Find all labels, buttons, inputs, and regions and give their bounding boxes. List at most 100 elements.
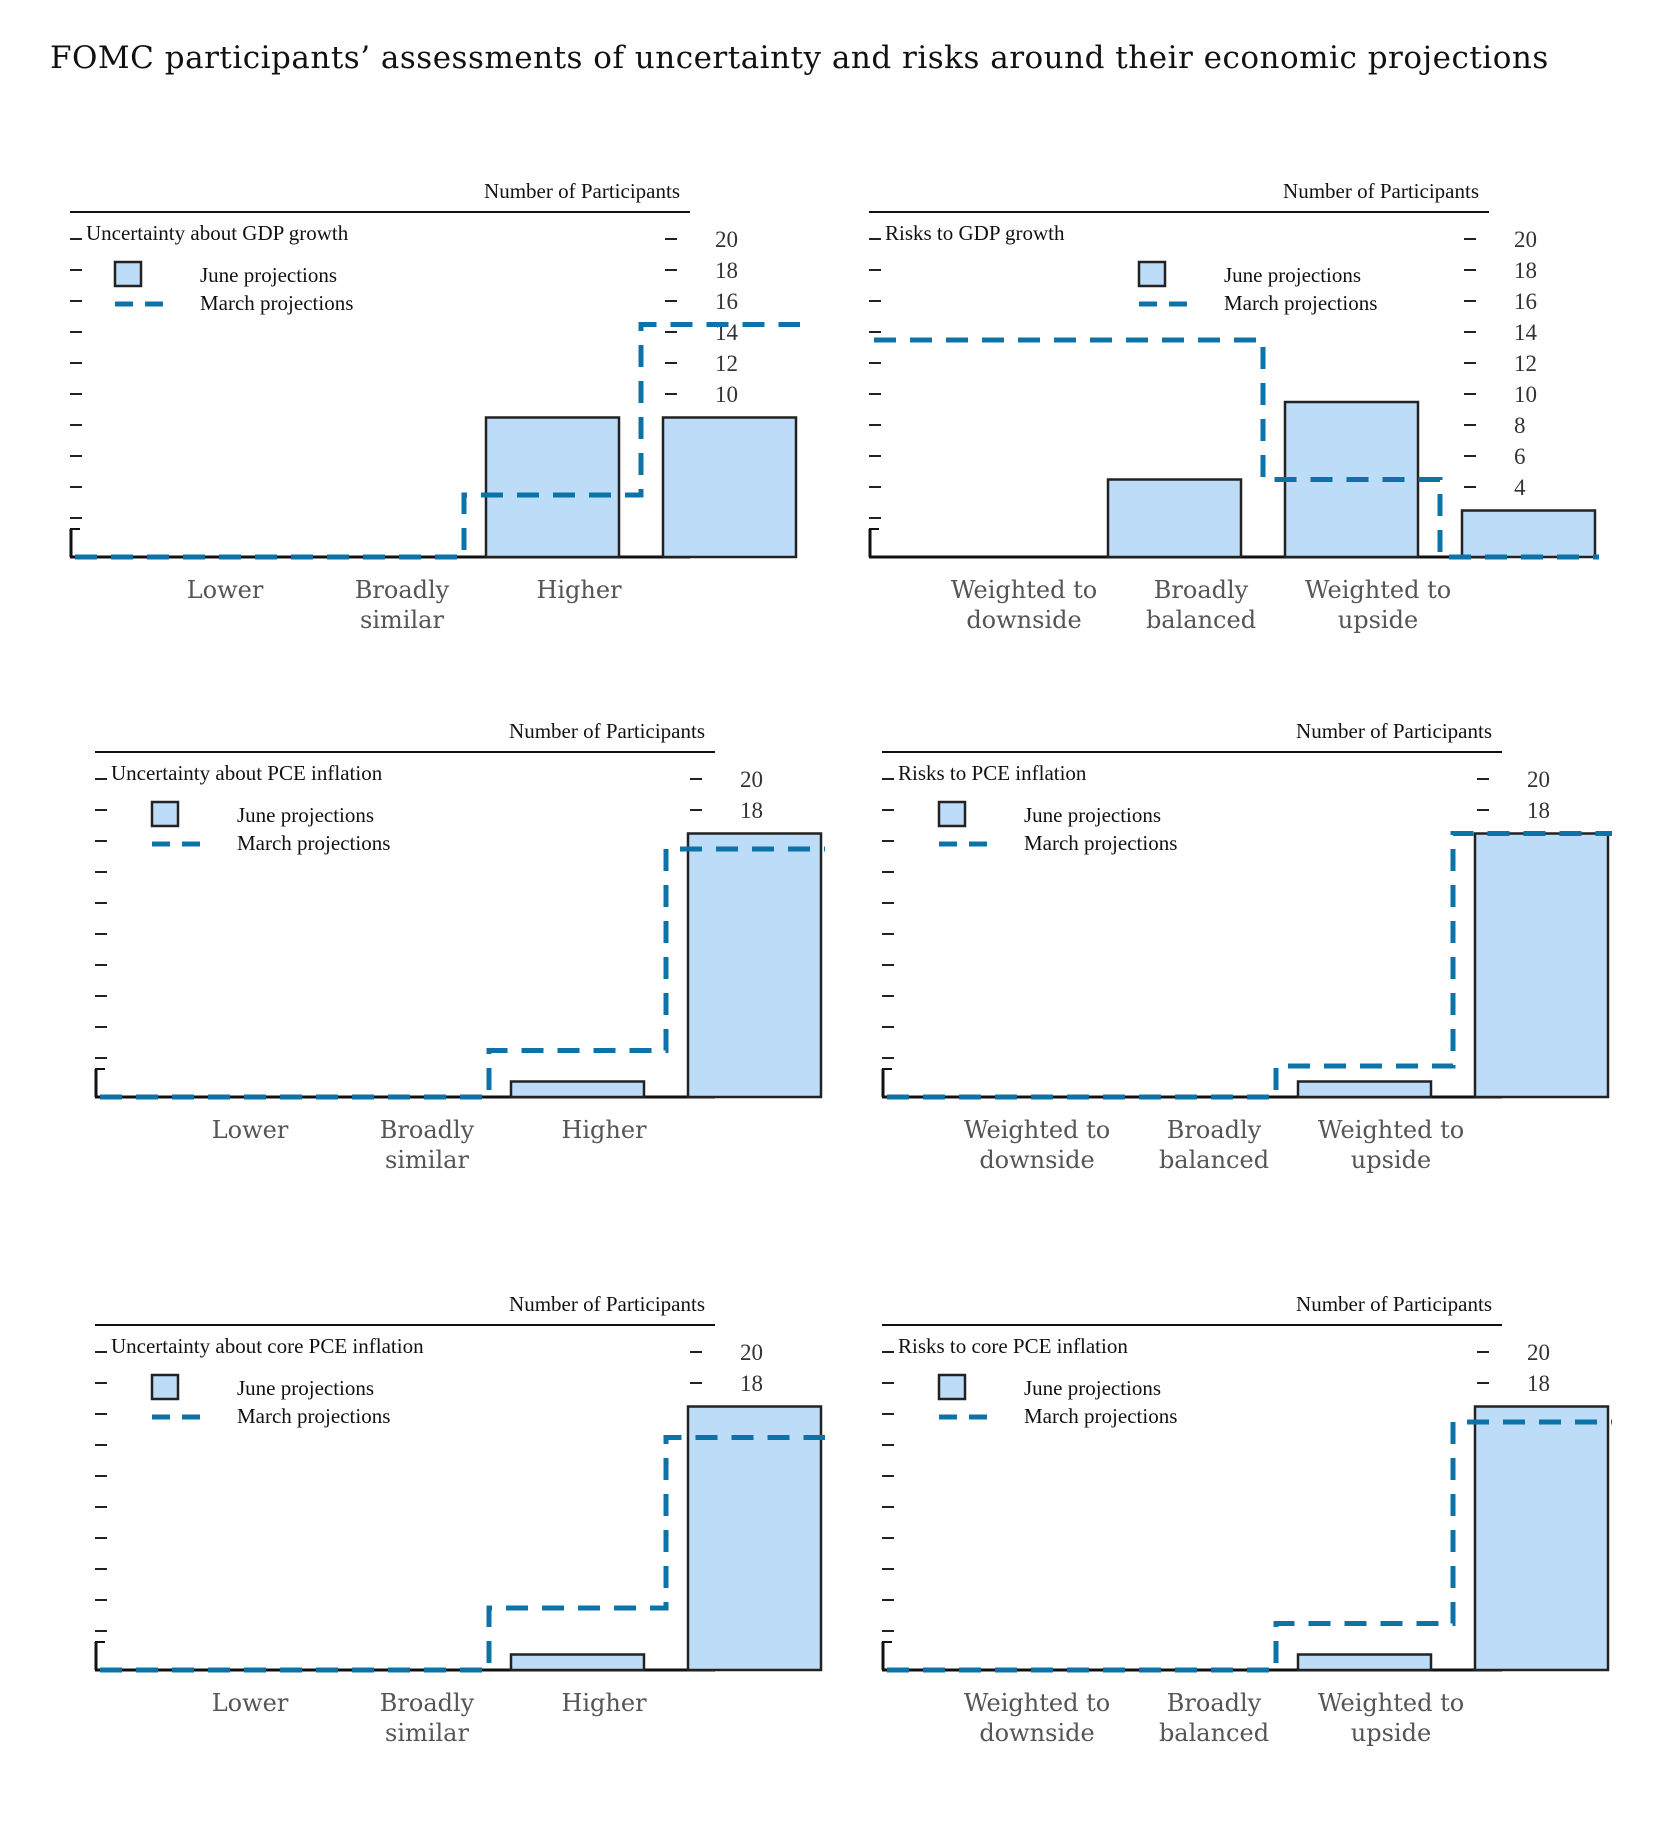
y-tick-label: 4	[1514, 475, 1526, 500]
panel-pce-risks: Number of Participants Risks to PCE infla…	[852, 700, 1678, 1260]
june-bar	[509, 1080, 646, 1099]
legend-label-march: March projections	[237, 831, 390, 855]
legend-swatch-june	[937, 800, 967, 828]
y-axis-unit-label: Number of Participants	[1296, 719, 1492, 743]
panel-core-pce-uncertainty: Number of Participants Uncertainty about …	[65, 1273, 904, 1833]
legend-label-june: June projections	[237, 1376, 374, 1400]
category-label: Broadly	[380, 1116, 475, 1144]
category-label: Weighted to	[1318, 1116, 1464, 1144]
june-bar	[686, 1405, 823, 1672]
category-label: similar	[360, 606, 444, 634]
y-axis-unit-label: Number of Participants	[1296, 1292, 1492, 1316]
legend-swatch-june	[150, 1373, 180, 1401]
june-bar	[484, 416, 621, 559]
june-bar	[1473, 832, 1610, 1099]
panel-pce-uncertainty: Number of Participants Uncertainty about …	[65, 700, 904, 1260]
category-label: Lower	[187, 576, 264, 604]
y-tick-label: 12	[715, 351, 738, 376]
category-label: Lower	[212, 1689, 289, 1717]
y-tick-label: 18	[1527, 798, 1550, 823]
panel-title: Risks to GDP growth	[885, 221, 1065, 245]
y-tick-label: 20	[740, 1340, 763, 1365]
legend-swatch-june	[937, 1373, 967, 1401]
chart-svg: Number of Participants Uncertainty about …	[94, 719, 825, 1174]
category-label: upside	[1338, 606, 1418, 634]
legend-label-march: March projections	[237, 1404, 390, 1428]
category-label: upside	[1351, 1146, 1431, 1174]
panel-gdp-risks: Number of Participants Risks to GDP growt…	[839, 160, 1678, 720]
panel-title: Uncertainty about core PCE inflation	[111, 1334, 424, 1358]
y-tick-label: 18	[1514, 258, 1537, 283]
june-bar	[1296, 1653, 1433, 1672]
june-bar	[1296, 1080, 1433, 1099]
y-tick-label: 18	[1527, 1371, 1550, 1396]
june-bar	[1473, 1405, 1610, 1672]
y-axis-unit-label: Number of Participants	[509, 719, 705, 743]
category-label: Higher	[536, 576, 622, 604]
category-label: Lower	[212, 1116, 289, 1144]
category-label: Broadly	[1167, 1689, 1262, 1717]
y-tick-label: 14	[1514, 320, 1538, 345]
legend-label-march: March projections	[1024, 1404, 1177, 1428]
chart-svg: Number of Participants Risks to PCE infla…	[881, 719, 1612, 1174]
category-label: balanced	[1159, 1146, 1269, 1174]
legend-label-june: June projections	[200, 263, 337, 287]
legend-label-june: June projections	[1024, 803, 1161, 827]
category-label: Higher	[561, 1116, 647, 1144]
legend-label-march: March projections	[1024, 831, 1177, 855]
category-label: Broadly	[1167, 1116, 1262, 1144]
panel-title: Risks to PCE inflation	[898, 761, 1087, 785]
legend-swatch-june	[150, 800, 180, 828]
y-axis-unit-label: Number of Participants	[1283, 179, 1479, 203]
y-tick-label: 10	[715, 382, 738, 407]
legend-swatch-june	[113, 260, 143, 288]
y-tick-label: 12	[1514, 351, 1537, 376]
chart-svg: Number of Participants Risks to core PCE …	[881, 1292, 1612, 1747]
y-tick-label: 18	[740, 798, 763, 823]
june-bar	[509, 1653, 646, 1672]
y-axis-unit-label: Number of Participants	[484, 179, 680, 203]
page-title: FOMC participants’ assessments of uncert…	[50, 40, 1549, 76]
y-tick-label: 20	[1527, 1340, 1550, 1365]
category-label: balanced	[1159, 1719, 1269, 1747]
category-label: similar	[385, 1719, 469, 1747]
chart-svg: Number of Participants Uncertainty about …	[94, 1292, 825, 1747]
legend-label-march: March projections	[1224, 291, 1377, 315]
panel-title: Risks to core PCE inflation	[898, 1334, 1128, 1358]
march-dashed-step	[874, 337, 1599, 560]
june-bar	[686, 832, 823, 1099]
march-dashed-step	[75, 322, 800, 560]
y-tick-label: 20	[715, 227, 738, 252]
march-dashed-step	[887, 831, 1612, 1100]
june-bar	[661, 416, 798, 559]
panel-gdp-uncertainty: Number of Participants Uncertainty about …	[40, 160, 879, 720]
category-label: Broadly	[380, 1689, 475, 1717]
y-tick-label: 16	[715, 289, 738, 314]
june-bar	[1460, 509, 1597, 559]
chart-svg: Number of Participants Uncertainty about …	[69, 179, 800, 634]
category-label: Weighted to	[964, 1116, 1110, 1144]
y-tick-label: 20	[1527, 767, 1550, 792]
legend-label-june: June projections	[1024, 1376, 1161, 1400]
y-tick-label: 18	[740, 1371, 763, 1396]
march-dashed-step	[100, 1435, 825, 1673]
category-label: Weighted to	[1305, 576, 1451, 604]
y-tick-label: 8	[1514, 413, 1526, 438]
chart-svg: Number of Participants Risks to GDP growt…	[868, 179, 1599, 634]
y-tick-label: 6	[1514, 444, 1526, 469]
legend-label-march: March projections	[200, 291, 353, 315]
category-label: Weighted to	[951, 576, 1097, 604]
category-label: downside	[979, 1719, 1094, 1747]
panel-title: Uncertainty about PCE inflation	[111, 761, 383, 785]
legend-label-june: June projections	[1224, 263, 1361, 287]
category-label: downside	[966, 606, 1081, 634]
panel-title: Uncertainty about GDP growth	[86, 221, 349, 245]
y-tick-label: 20	[1514, 227, 1537, 252]
category-label: downside	[979, 1146, 1094, 1174]
y-tick-label: 10	[1514, 382, 1537, 407]
category-label: Weighted to	[1318, 1689, 1464, 1717]
category-label: similar	[385, 1146, 469, 1174]
category-label: balanced	[1146, 606, 1256, 634]
category-label: Higher	[561, 1689, 647, 1717]
march-dashed-step	[887, 1419, 1612, 1673]
